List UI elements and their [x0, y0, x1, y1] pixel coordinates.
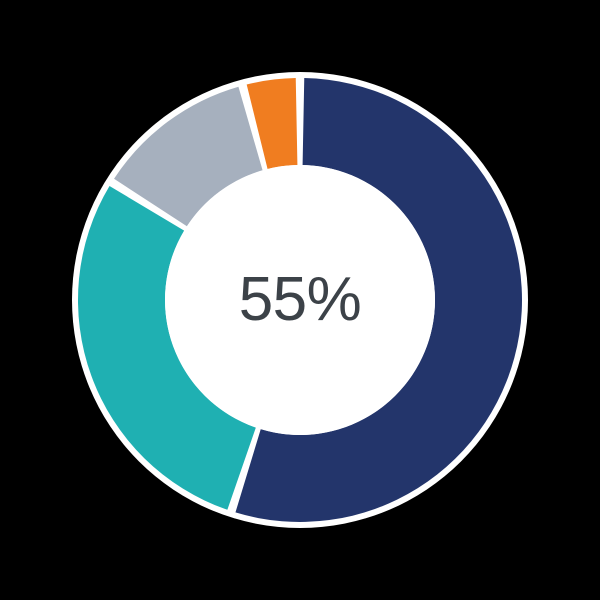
donut-slice-teal[interactable] [77, 185, 256, 510]
donut-slice-group [77, 78, 523, 522]
donut-slice-orange[interactable] [246, 78, 298, 169]
donut-center-hole [165, 165, 435, 435]
donut-slice-gray[interactable] [114, 86, 263, 227]
donut-slice-navy[interactable] [235, 78, 523, 522]
